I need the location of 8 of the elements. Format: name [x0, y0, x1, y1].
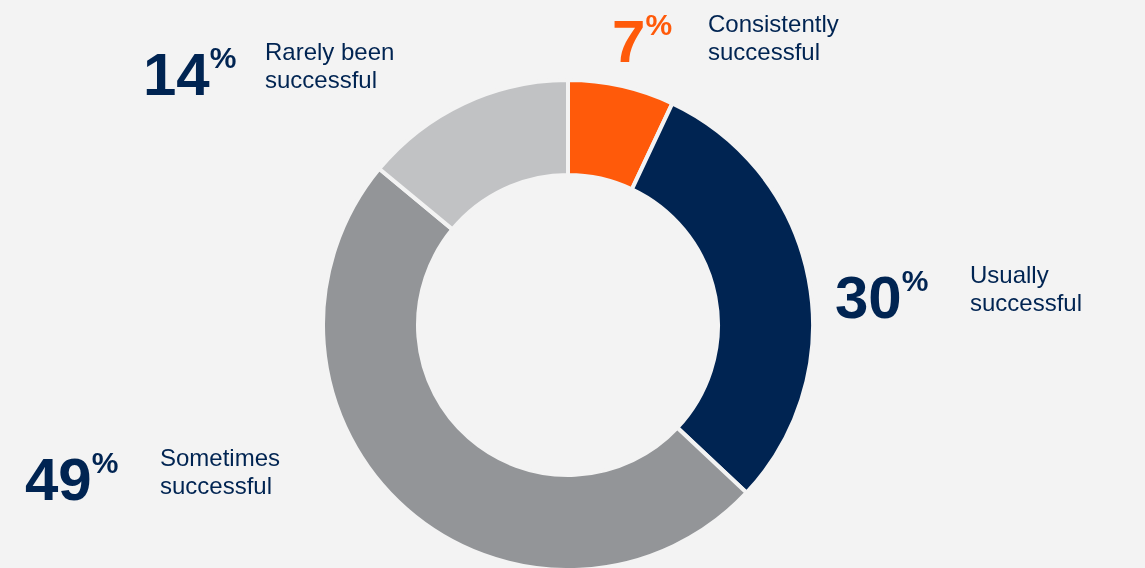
data-label: 30$^{%}$ [835, 264, 929, 331]
data-label: 49$^{%}$ [25, 446, 119, 513]
data-label: 7$^{%}$ [612, 8, 673, 75]
slice-label: Sometimes successful [160, 444, 281, 499]
data-label: 14$^{%}$ [143, 41, 237, 108]
slice-label: Consistently successful [708, 10, 839, 65]
slice-label: Rarely been successful [265, 38, 395, 93]
slice-label: Usually successful [970, 261, 1083, 316]
